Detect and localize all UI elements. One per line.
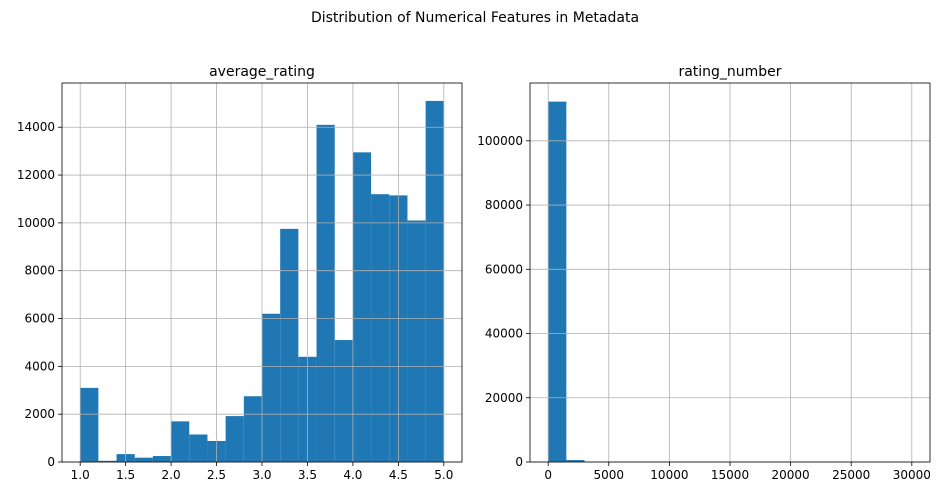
x-tick-label: 3.0 [252, 468, 271, 482]
x-tick-label: 5.0 [434, 468, 453, 482]
x-tick-label: 10000 [650, 468, 688, 482]
x-tick-label: 0 [544, 468, 552, 482]
x-tick-label: 5000 [594, 468, 625, 482]
y-axis-rating-number: 0 20000 40000 60000 80000 100000 [477, 134, 530, 469]
bar-average-rating [334, 340, 353, 462]
y-tick-label: 0 [47, 455, 55, 469]
x-tick-label: 30000 [893, 468, 931, 482]
y-tick-label: 4000 [24, 359, 55, 373]
y-tick-label: 6000 [24, 312, 55, 326]
bars-average-rating [80, 100, 444, 463]
bar-average-rating [152, 456, 172, 462]
y-tick-label: 0 [515, 455, 523, 469]
bar-average-rating [407, 220, 426, 462]
x-axis-rating-number: 0 5000 10000 15000 20000 25000 30000 [544, 462, 931, 482]
bar-average-rating [262, 313, 281, 462]
bar-average-rating [425, 100, 444, 463]
x-tick-label: 1.0 [71, 468, 90, 482]
y-tick-label: 100000 [477, 134, 523, 148]
x-tick-label: 1.5 [116, 468, 135, 482]
bar-average-rating [225, 416, 244, 462]
x-tick-label: 20000 [772, 468, 810, 482]
bar-average-rating [134, 457, 153, 462]
bar-average-rating [316, 124, 335, 462]
x-tick-label: 15000 [711, 468, 749, 482]
bar-rating-number [548, 101, 567, 462]
grid-rating-number [530, 83, 930, 463]
y-tick-label: 80000 [485, 198, 523, 212]
axes-title-average-rating: average_rating [209, 64, 315, 80]
bar-rating-number [566, 460, 585, 462]
bar-average-rating [352, 152, 372, 462]
figure-suptitle: Distribution of Numerical Features in Me… [311, 10, 639, 26]
axes-title-rating-number: rating_number [678, 64, 781, 80]
y-axis-average-rating: 0 2000 4000 6000 8000 10000 12000 14000 [17, 120, 62, 469]
bar-average-rating [280, 228, 299, 462]
x-tick-label: 4.5 [389, 468, 408, 482]
bar-average-rating [80, 387, 99, 462]
x-axis-average-rating: 1.0 1.5 2.0 2.5 3.0 3.5 4.0 4.5 5.0 [71, 462, 453, 482]
bar-average-rating [371, 194, 390, 462]
y-tick-label: 60000 [485, 262, 523, 276]
bar-average-rating [189, 434, 208, 462]
x-tick-label: 2.0 [162, 468, 181, 482]
y-tick-label: 2000 [24, 407, 55, 421]
x-tick-label: 4.0 [343, 468, 362, 482]
y-tick-label: 14000 [17, 120, 55, 134]
x-tick-label: 25000 [832, 468, 870, 482]
y-tick-label: 12000 [17, 168, 55, 182]
x-tick-label: 2.5 [207, 468, 226, 482]
histogram-average-rating: average_rating 1.0 1.5 2.0 2.5 3.0 3.5 4.0 4.5 5… [17, 64, 463, 482]
x-tick-label: 3.5 [298, 468, 317, 482]
y-tick-label: 40000 [485, 327, 523, 341]
bar-average-rating [98, 460, 117, 462]
y-tick-label: 20000 [485, 391, 523, 405]
y-tick-label: 10000 [17, 216, 55, 230]
histogram-rating-number: rating_number 0 5000 10000 15000 20000 25000 3… [477, 64, 931, 482]
bar-average-rating [243, 396, 262, 462]
y-tick-label: 8000 [24, 264, 55, 278]
bar-average-rating [171, 421, 190, 462]
